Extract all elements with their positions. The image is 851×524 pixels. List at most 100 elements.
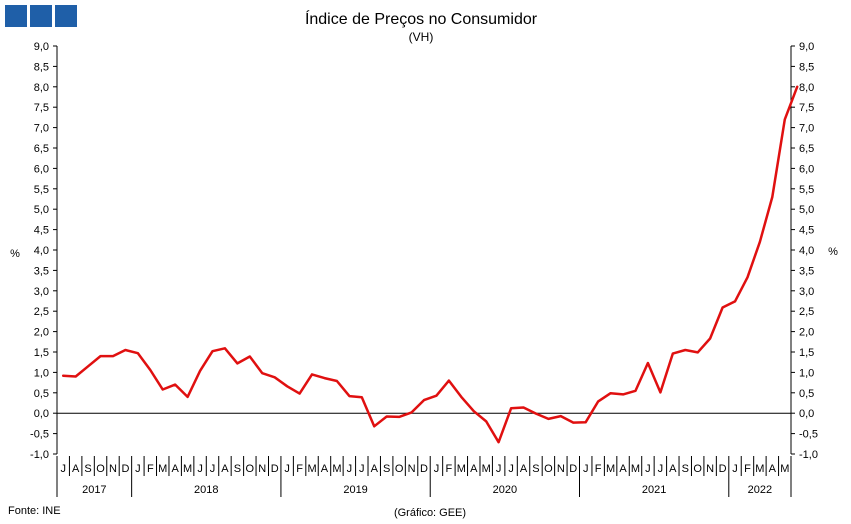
cpi-data-point <box>547 418 550 420</box>
cpi-data-point <box>472 410 475 413</box>
cpi-data-point <box>647 362 649 364</box>
cpi-data-point <box>622 393 624 396</box>
month-label: A <box>172 463 180 475</box>
cpi-data-point <box>124 349 127 351</box>
month-label: A <box>221 463 229 475</box>
month-label: S <box>234 463 241 475</box>
cpi-data-point <box>323 377 326 379</box>
month-label: M <box>457 463 466 475</box>
month-label: J <box>347 463 353 475</box>
cpi-data-point <box>261 372 264 375</box>
cpi-data-point <box>597 400 600 403</box>
month-label: F <box>446 463 453 475</box>
cpi-data-point <box>373 425 376 428</box>
month-label: O <box>395 463 404 475</box>
month-label: O <box>693 463 702 475</box>
cpi-data-point <box>771 196 774 198</box>
month-label: S <box>84 463 91 475</box>
month-label: M <box>606 463 615 475</box>
month-label: F <box>147 463 154 475</box>
month-label: F <box>744 463 751 475</box>
month-label: J <box>508 463 514 475</box>
month-label: A <box>470 463 478 475</box>
cpi-data-point <box>696 351 699 354</box>
cpi-data-point <box>609 392 612 395</box>
cpi-data-point <box>348 395 351 397</box>
cpi-data-point <box>286 385 289 388</box>
cpi-data-point <box>149 369 152 371</box>
year-label: 2022 <box>748 484 772 496</box>
cpi-data-point <box>236 362 239 365</box>
y-tick-label-right: 3,0 <box>799 286 814 298</box>
month-label: J <box>658 463 664 475</box>
cpi-data-point <box>497 441 500 444</box>
month-label: D <box>719 463 727 475</box>
month-label: J <box>496 463 502 475</box>
y-tick-label-right: 0,5 <box>799 388 814 400</box>
y-tick-label-left: 3,5 <box>34 265 49 277</box>
month-label: O <box>246 463 255 475</box>
cpi-data-point <box>734 300 736 303</box>
month-label: N <box>706 463 714 475</box>
month-label: N <box>557 463 565 475</box>
logo-block-3 <box>55 5 77 27</box>
cpi-data-point <box>572 421 575 424</box>
month-label: O <box>96 463 105 475</box>
month-label: J <box>434 463 440 475</box>
y-tick-label-left: 1,0 <box>34 367 49 379</box>
y-tick-label-right: 5,0 <box>799 204 814 216</box>
y-tick-label-right: 2,0 <box>799 327 814 339</box>
month-label: J <box>60 463 66 475</box>
y-tick-label-left: 2,0 <box>34 327 49 339</box>
month-label: J <box>359 463 365 475</box>
month-label: M <box>755 463 764 475</box>
year-label: 2018 <box>194 484 218 496</box>
cpi-data-point <box>522 406 525 409</box>
cpi-data-point <box>783 118 786 121</box>
month-label: F <box>595 463 602 475</box>
source-note: Fonte: INE <box>8 505 61 517</box>
cpi-data-point <box>535 412 537 415</box>
y-tick-label-right: 7,5 <box>799 102 814 114</box>
cpi-data-point <box>336 380 338 382</box>
cpi-data-point <box>137 352 139 355</box>
cpi-data-point <box>186 396 189 398</box>
month-label: A <box>321 463 329 475</box>
month-label: A <box>371 463 379 475</box>
y-tick-label-right: 5,5 <box>799 184 814 196</box>
cpi-data-point <box>410 411 413 414</box>
y-tick-label-right: 6,5 <box>799 143 814 155</box>
month-label: N <box>258 463 266 475</box>
y-tick-label-left: 4,0 <box>34 245 49 257</box>
cpi-data-point <box>435 394 438 397</box>
y-tick-label-right: 4,5 <box>799 225 814 237</box>
y-tick-label-left: 6,5 <box>34 143 49 155</box>
month-label: M <box>307 463 316 475</box>
cpi-data-point <box>634 389 637 392</box>
cpi-data-point <box>510 407 512 410</box>
month-label: M <box>482 463 491 475</box>
cpi-data-point <box>659 391 662 394</box>
cpi-data-point <box>423 399 425 401</box>
y-tick-label-right: 7,0 <box>799 123 814 135</box>
y-tick-label-left: 5,0 <box>34 204 49 216</box>
month-label: J <box>645 463 651 475</box>
month-label: N <box>109 463 117 475</box>
cpi-data-point <box>112 355 114 357</box>
cpi-data-point <box>62 374 65 377</box>
cpi-data-point <box>721 306 724 309</box>
y-tick-label-right: 3,5 <box>799 265 814 277</box>
month-label: N <box>408 463 416 475</box>
y-tick-label-left: -1,0 <box>30 449 49 461</box>
cpi-data-point <box>709 337 711 340</box>
y-tick-label-right: 0,0 <box>799 408 814 420</box>
y-tick-label-left: 7,0 <box>34 123 49 135</box>
y-tick-label-right: 1,0 <box>799 367 814 379</box>
y-tick-label-left: 1,5 <box>34 347 49 359</box>
y-tick-label-right: 1,5 <box>799 347 814 359</box>
month-label: A <box>520 463 528 475</box>
y-tick-label-right: 8,5 <box>799 61 814 73</box>
chart-credit: (Gráfico: GEE) <box>394 507 466 519</box>
series-group <box>61 85 799 444</box>
